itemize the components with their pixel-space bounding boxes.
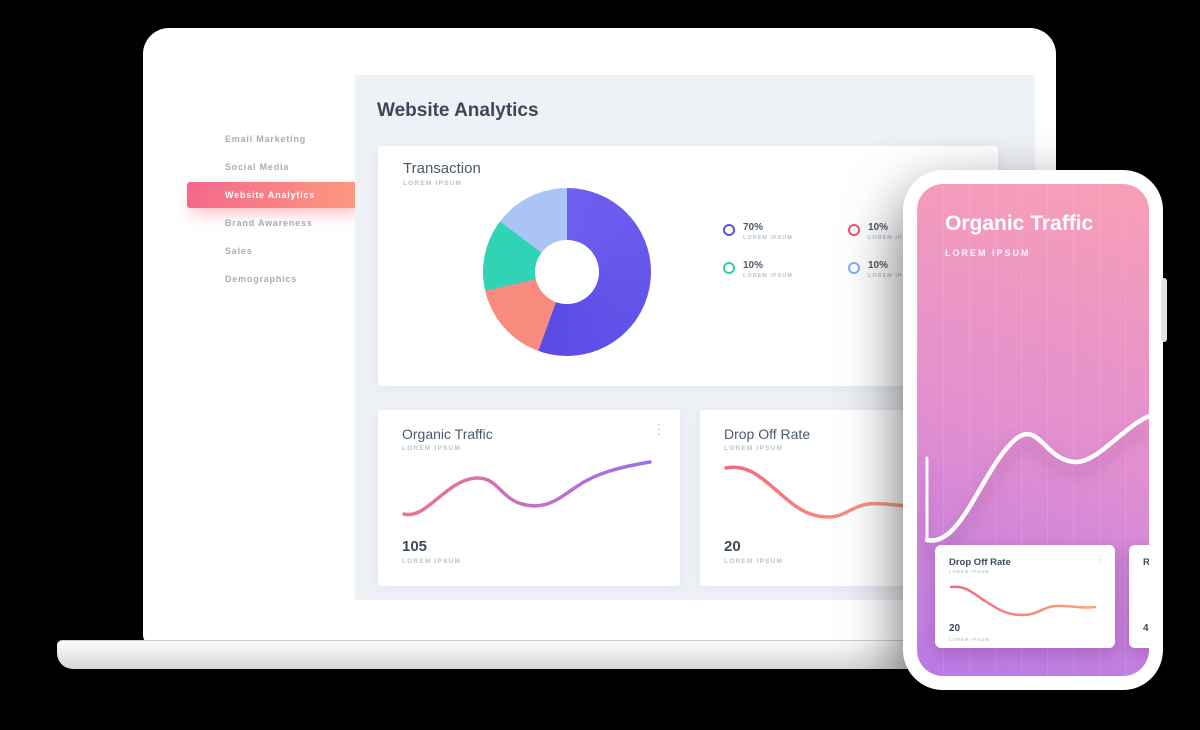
organic-traffic-metric-value: 105 bbox=[402, 538, 428, 555]
phone-mockup: Organic Traffic LOREM IPSUM Drop Off Rat… bbox=[903, 170, 1167, 690]
sidebar-item-sales[interactable]: Sales bbox=[225, 246, 253, 256]
phone-side-button bbox=[1161, 278, 1167, 342]
sidebar-item-social-media[interactable]: Social Media bbox=[225, 162, 290, 172]
drop-off-title: Drop Off Rate bbox=[724, 426, 811, 442]
drop-off-metric-label: LOREM IPSUM bbox=[724, 558, 784, 565]
legend-marker-red bbox=[848, 224, 860, 236]
transaction-card-title: Transaction bbox=[403, 160, 481, 177]
transaction-donut-chart bbox=[483, 188, 651, 356]
organic-traffic-line-chart bbox=[402, 460, 652, 517]
legend-marker-blue bbox=[848, 262, 860, 274]
legend-item: 10% LOREM IPSUM bbox=[723, 260, 848, 298]
kebab-menu-icon[interactable]: ⋮ bbox=[1095, 555, 1105, 566]
phone-next-card-partial: R 4 bbox=[1129, 545, 1149, 648]
legend-label: LOREM IPSUM bbox=[868, 273, 918, 279]
organic-traffic-metric-label: LOREM IPSUM bbox=[402, 558, 462, 565]
legend-value: 10% bbox=[868, 260, 889, 271]
phone-screen: Organic Traffic LOREM IPSUM Drop Off Rat… bbox=[917, 184, 1149, 676]
phone-page-title: Organic Traffic bbox=[945, 212, 1094, 235]
phone-card-metric-label: LOREM IPSUM bbox=[949, 637, 990, 642]
organic-traffic-card: Organic Traffic LOREM IPSUM ⋮ 105 bbox=[378, 410, 680, 586]
transaction-card: Transaction LOREM IPSUM 70% LOREM IPSUM bbox=[378, 146, 998, 386]
phone-card-row: Drop Off Rate LOREM IPSUM ⋮ 20 LOREM IPS… bbox=[935, 545, 1149, 648]
transaction-card-subtitle: LOREM IPSUM bbox=[403, 180, 463, 187]
kebab-menu-icon[interactable]: ⋮ bbox=[652, 421, 666, 437]
legend-marker-purple bbox=[723, 224, 735, 236]
donut-hole bbox=[535, 240, 599, 304]
phone-page-subtitle: LOREM IPSUM bbox=[945, 248, 1031, 258]
sidebar-item-brand-awareness[interactable]: Brand Awareness bbox=[225, 218, 313, 228]
page-title: Website Analytics bbox=[377, 100, 539, 121]
legend-value: 10% bbox=[743, 260, 764, 271]
organic-traffic-title: Organic Traffic bbox=[402, 426, 493, 442]
legend-item: 10% LOREM IPSUM bbox=[848, 260, 973, 298]
drop-off-line-chart bbox=[724, 465, 922, 519]
organic-traffic-subtitle: LOREM IPSUM bbox=[402, 445, 462, 452]
legend-label: LOREM IPSUM bbox=[868, 235, 918, 241]
sidebar-item-website-analytics[interactable]: Website Analytics bbox=[187, 182, 363, 208]
legend-value: 70% bbox=[743, 222, 764, 233]
phone-drop-off-card: Drop Off Rate LOREM IPSUM ⋮ 20 LOREM IPS… bbox=[935, 545, 1115, 648]
sidebar: Email Marketing Social Media Website Ana… bbox=[175, 75, 363, 600]
phone-card-subtitle: LOREM IPSUM bbox=[949, 569, 990, 574]
phone-drop-off-line-chart bbox=[949, 585, 1097, 617]
legend-item: 70% LOREM IPSUM bbox=[723, 222, 848, 260]
sidebar-item-email-marketing[interactable]: Email Marketing bbox=[225, 134, 307, 144]
drop-off-metric-value: 20 bbox=[724, 538, 741, 555]
phone-card-metric-value: 20 bbox=[949, 623, 961, 634]
drop-off-subtitle: LOREM IPSUM bbox=[724, 445, 784, 452]
phone-organic-traffic-line-chart bbox=[924, 413, 1149, 543]
phone-card-title: Drop Off Rate bbox=[949, 557, 1011, 568]
legend-label: LOREM IPSUM bbox=[743, 273, 793, 279]
sidebar-item-demographics[interactable]: Demographics bbox=[225, 274, 298, 284]
transaction-legend: 70% LOREM IPSUM 10% LOREM IPSUM bbox=[723, 222, 973, 298]
legend-marker-teal bbox=[723, 262, 735, 274]
legend-value: 10% bbox=[868, 222, 889, 233]
legend-item: 10% LOREM IPSUM bbox=[848, 222, 973, 260]
legend-label: LOREM IPSUM bbox=[743, 235, 793, 241]
phone-card-metric-value: 4 bbox=[1143, 623, 1149, 634]
phone-card-title: R bbox=[1143, 557, 1149, 568]
